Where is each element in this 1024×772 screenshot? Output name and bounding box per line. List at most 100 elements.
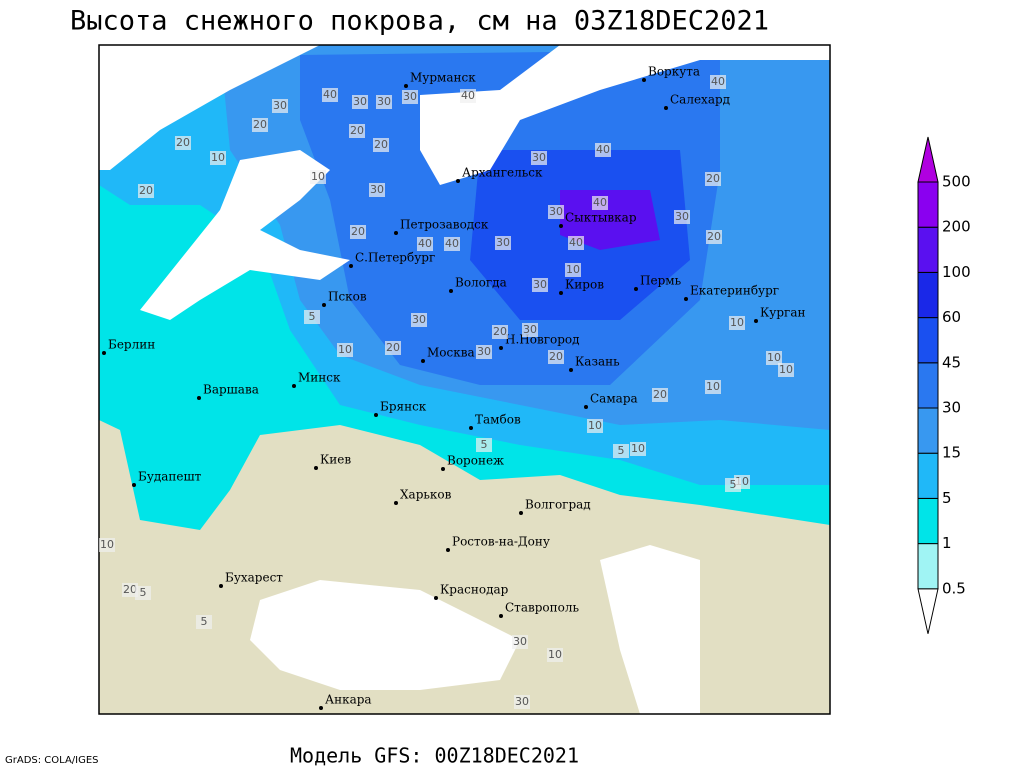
city-dot — [319, 706, 323, 710]
legend-label: 45 — [942, 353, 961, 371]
city-label: Брянск — [380, 400, 427, 414]
contour-label-bg — [706, 230, 722, 244]
map-frame — [98, 44, 831, 715]
legend-label: 0.5 — [942, 579, 966, 597]
legend-label: 100 — [942, 263, 971, 281]
legend-label: 5 — [942, 489, 952, 507]
credit: GrADS: COLA/IGES — [5, 755, 99, 766]
legend-triangle-bottom — [917, 588, 939, 634]
sea-caspian — [600, 545, 700, 714]
contour-label: 30 — [533, 278, 547, 291]
contour-label-bg — [196, 615, 212, 629]
contour-label-bg — [304, 310, 320, 324]
city-dot — [469, 426, 473, 430]
city-label: Анкара — [325, 693, 372, 707]
city-label: Курган — [760, 306, 805, 320]
contour-label: 5 — [201, 615, 208, 628]
contour-label-bg — [444, 237, 460, 251]
contour-label: 10 — [767, 351, 781, 364]
contour-label: 10 — [338, 343, 352, 356]
contour-label-bg — [595, 143, 611, 157]
city-dot — [499, 346, 503, 350]
legend-swatch — [917, 181, 939, 228]
contour-label-bg — [210, 151, 226, 165]
contour-label: 40 — [593, 196, 607, 209]
contour-label-bg — [512, 635, 528, 649]
city-dot — [219, 584, 223, 588]
contour-label-bg — [548, 205, 564, 219]
city-label: Архангельск — [462, 166, 543, 180]
contour-label: 20 — [123, 583, 137, 596]
contour-label: 40 — [569, 236, 583, 249]
legend-swatch — [917, 362, 939, 409]
legend-swatch — [917, 543, 939, 590]
contour-label: 20 — [549, 350, 563, 363]
contour-label: 5 — [309, 310, 316, 323]
sea-black — [250, 580, 520, 690]
city-dot — [322, 303, 326, 307]
contour-label: 20 — [350, 124, 364, 137]
city-label: Киев — [320, 453, 351, 467]
city-dot — [132, 483, 136, 487]
city-label: Варшава — [203, 383, 259, 397]
contour-label-bg — [252, 118, 268, 132]
contour-label: 10 — [730, 316, 744, 329]
legend-swatch — [917, 452, 939, 499]
legend-label: 60 — [942, 308, 961, 326]
contour-label: 30 — [370, 183, 384, 196]
city-dot — [446, 548, 450, 552]
contour-label-bg — [272, 99, 288, 113]
city-label: Петрозаводск — [400, 218, 489, 232]
city-dot — [684, 297, 688, 301]
contour-label: 30 — [523, 323, 537, 336]
legend-swatch — [917, 226, 939, 273]
contour-label: 30 — [496, 236, 510, 249]
contour-label-bg — [135, 586, 151, 600]
contour-label-bg — [349, 124, 365, 138]
contour-label: 40 — [418, 237, 432, 250]
city-label: Бухарест — [225, 571, 283, 585]
city-dot — [434, 596, 438, 600]
contour-label: 10 — [566, 263, 580, 276]
contour-label-bg — [725, 478, 741, 492]
contour-label-bg — [568, 236, 584, 250]
legend-swatch — [917, 497, 939, 545]
contour-label-bg — [495, 236, 511, 250]
city-label: Краснодар — [440, 583, 509, 597]
contour-label-bg — [522, 323, 538, 337]
city-dot — [449, 289, 453, 293]
city-dot — [197, 396, 201, 400]
contour-label: 40 — [596, 143, 610, 156]
contour-label-bg — [547, 648, 563, 662]
contour-label-bg — [613, 444, 629, 458]
city-dot — [569, 368, 573, 372]
city-dot — [559, 224, 563, 228]
contour-label-bg — [565, 263, 581, 277]
contour-label: 5 — [618, 444, 625, 457]
contour-label-bg — [122, 583, 138, 597]
city-label: С.Петербург — [355, 251, 435, 265]
legend-swatch — [917, 407, 939, 454]
contour-label-bg — [322, 88, 338, 102]
model-caption: Модель GFS: 00Z18DEC2021 — [290, 744, 579, 768]
city-label: Берлин — [108, 338, 155, 352]
contour-label-bg — [766, 351, 782, 365]
city-dot — [664, 106, 668, 110]
contour-label-bg — [587, 419, 603, 433]
legend-swatch — [917, 271, 939, 319]
city-label: Тамбов — [475, 413, 521, 427]
contour-label: 30 — [353, 95, 367, 108]
contour-label-bg — [592, 196, 608, 210]
title: Высота снежного покрова, см на 03Z18DEC2… — [70, 6, 769, 37]
contour-label: 30 — [532, 151, 546, 164]
snow-100 — [560, 190, 660, 250]
city-label: Воркута — [648, 65, 700, 79]
contour-label-bg — [411, 313, 427, 327]
contour-label: 20 — [253, 118, 267, 131]
contour-label: 20 — [707, 230, 721, 243]
city-label: Волгоград — [525, 498, 591, 512]
city-label: Киров — [565, 278, 604, 292]
city-dot — [102, 351, 106, 355]
city-label: Салехард — [670, 93, 730, 107]
city-dot — [642, 78, 646, 82]
